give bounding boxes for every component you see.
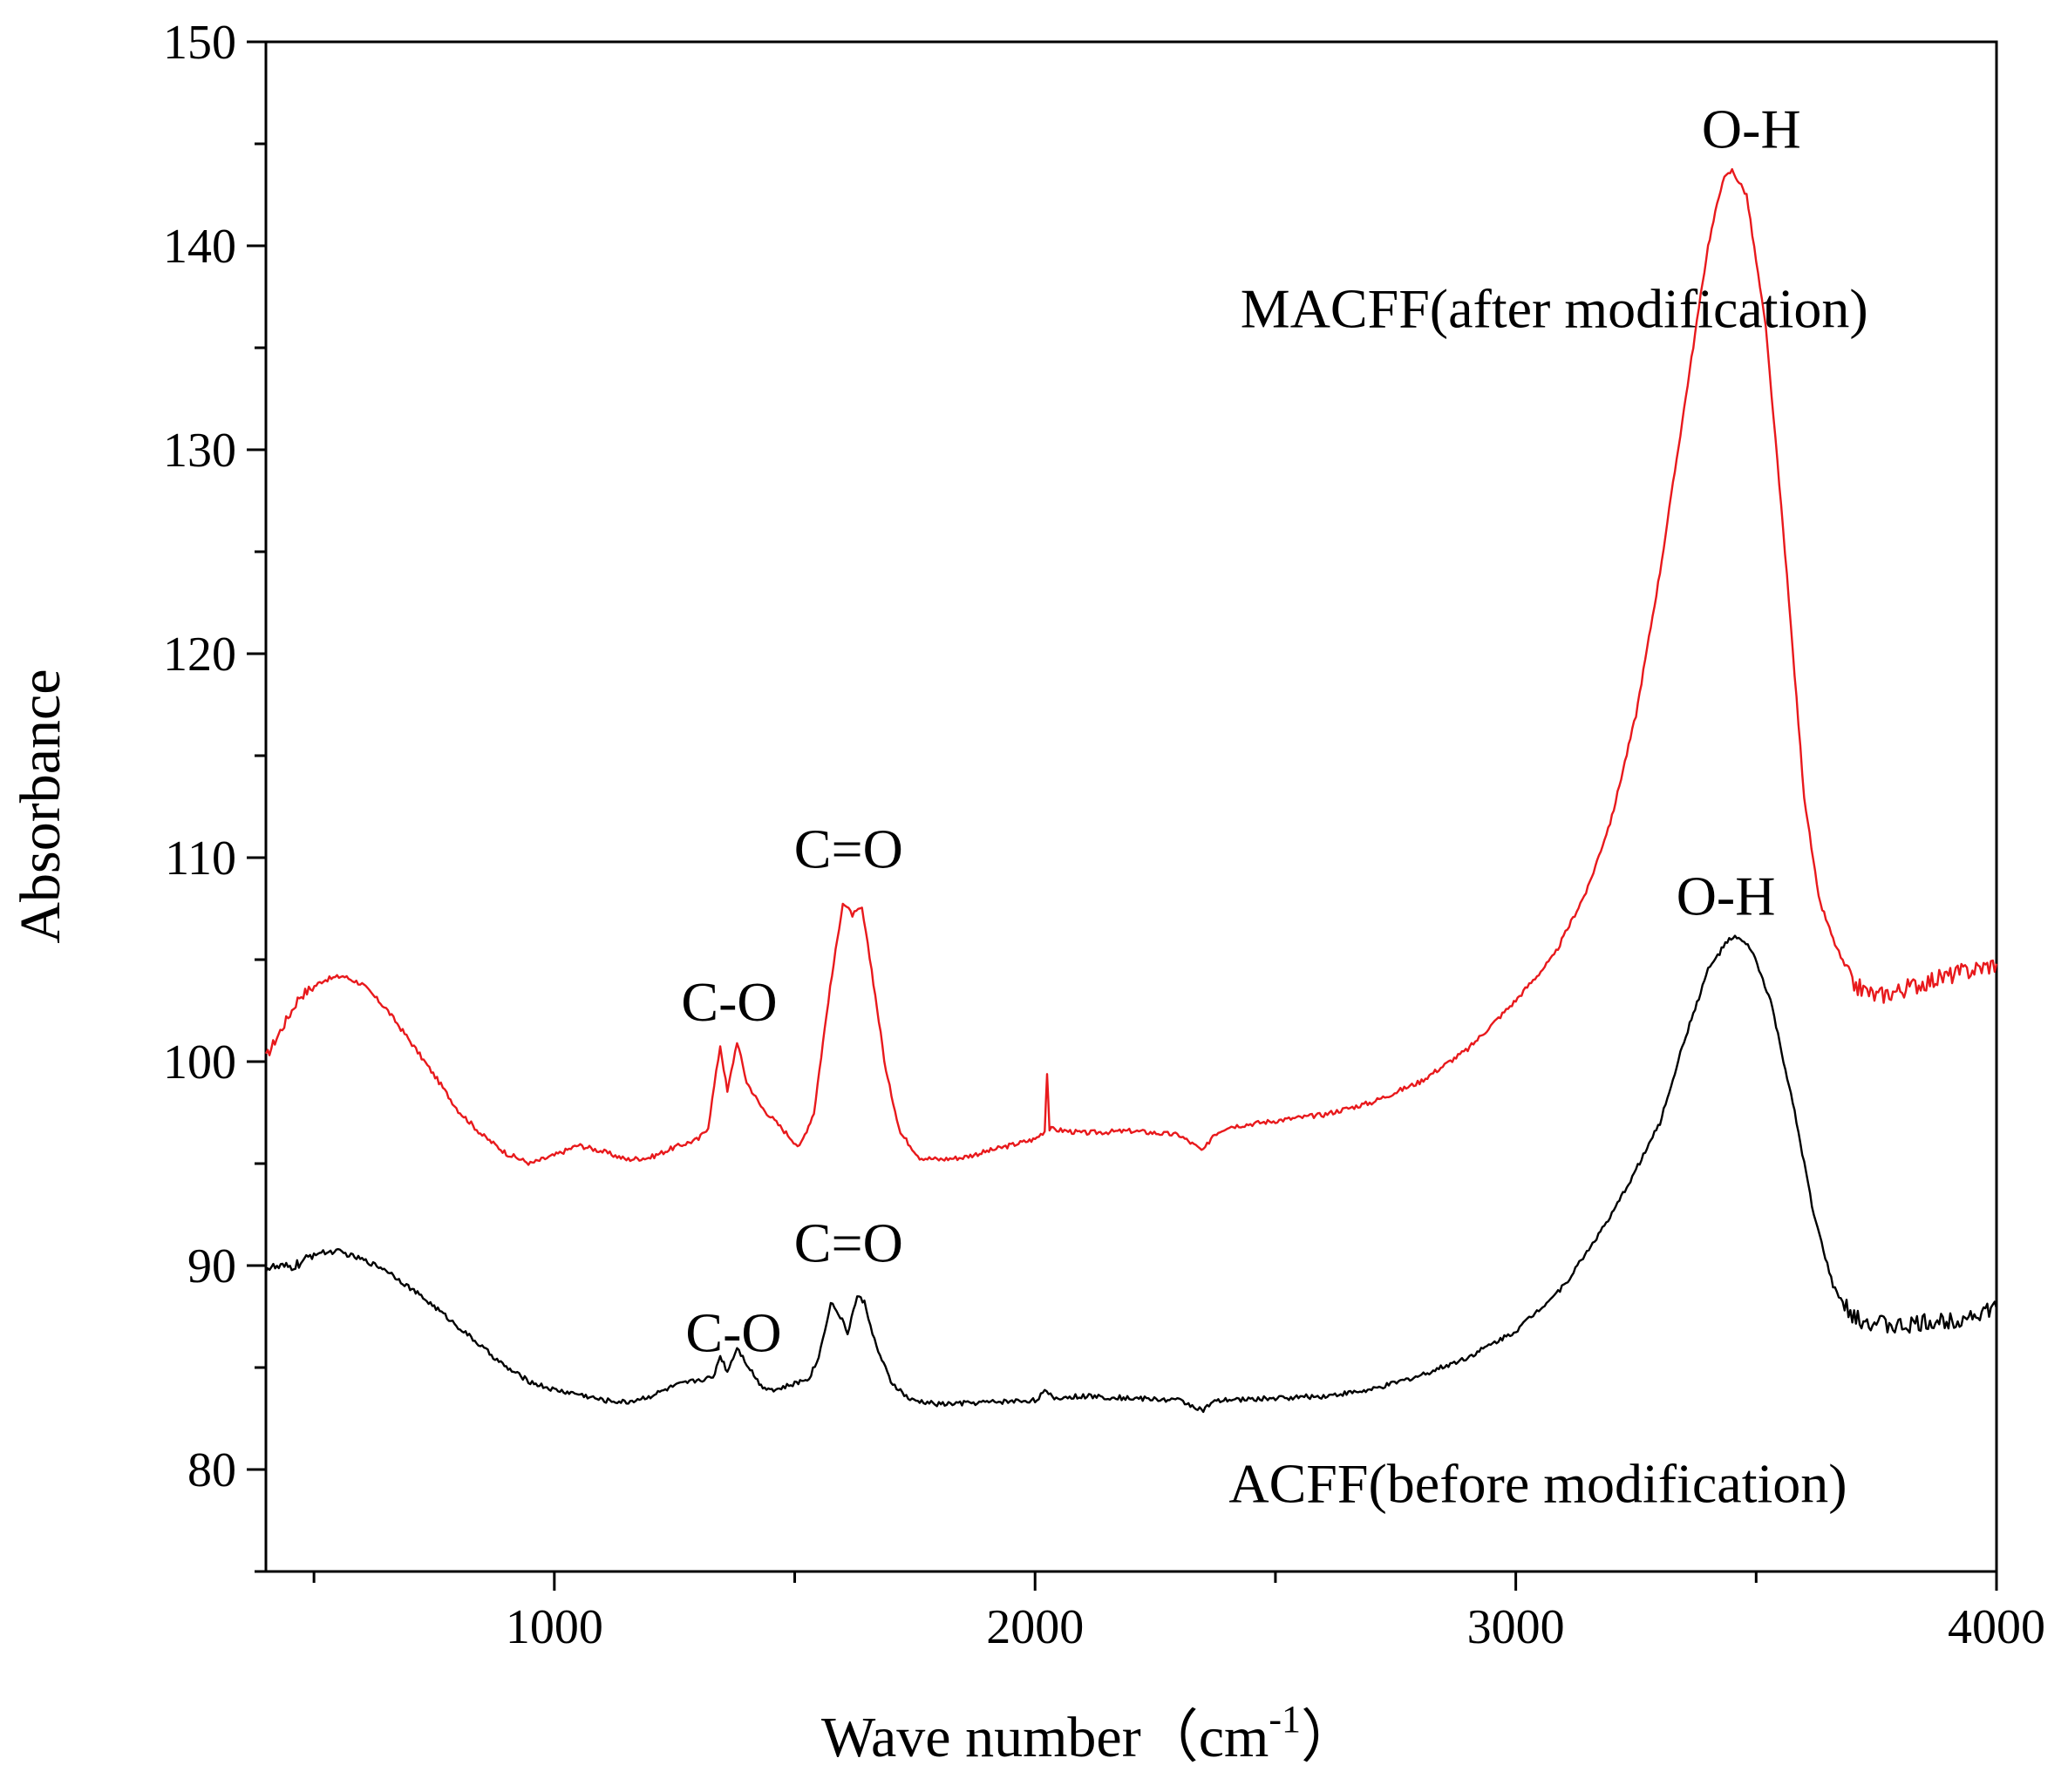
y-tick-label: 140	[163, 220, 236, 274]
annotation-label: C-O	[681, 971, 777, 1033]
y-tick-label: 110	[165, 832, 236, 886]
annotation-label: MACFF(after modification)	[1241, 278, 1868, 340]
annotation-label: ACFF(before modification)	[1228, 1452, 1847, 1514]
series-line-acff	[264, 934, 1998, 1414]
x-tick-label: 3000	[1467, 1600, 1565, 1654]
series-layer	[264, 167, 1998, 1414]
annotation-label: O-H	[1677, 865, 1776, 927]
y-tick-label: 120	[163, 628, 236, 682]
annotation-label: C=O	[794, 818, 903, 880]
y-tick-label: 90	[187, 1239, 236, 1293]
annotation-label: O-H	[1702, 98, 1801, 160]
plot-frame	[264, 40, 1998, 1573]
ticks-layer: 1000 2000 3000 4000 80 90 100 110 120 130 140 150	[163, 16, 2045, 1654]
y-tick-label: 80	[187, 1443, 236, 1497]
y-tick-label: 150	[163, 16, 236, 70]
annotation-label: C-O	[685, 1301, 781, 1363]
x-axis-label: Wave number（cm-1）	[821, 1698, 1358, 1769]
series-line-macff	[264, 167, 1998, 1166]
x-tick-label: 4000	[1948, 1600, 2045, 1654]
y-axis-label: Absorbance	[9, 669, 72, 943]
y-tick-label: 130	[163, 424, 236, 478]
x-tick-label: 1000	[506, 1600, 603, 1654]
annotation-label: C=O	[794, 1212, 903, 1273]
y-tick-label: 100	[163, 1035, 236, 1089]
x-tick-label: 2000	[986, 1600, 1084, 1654]
